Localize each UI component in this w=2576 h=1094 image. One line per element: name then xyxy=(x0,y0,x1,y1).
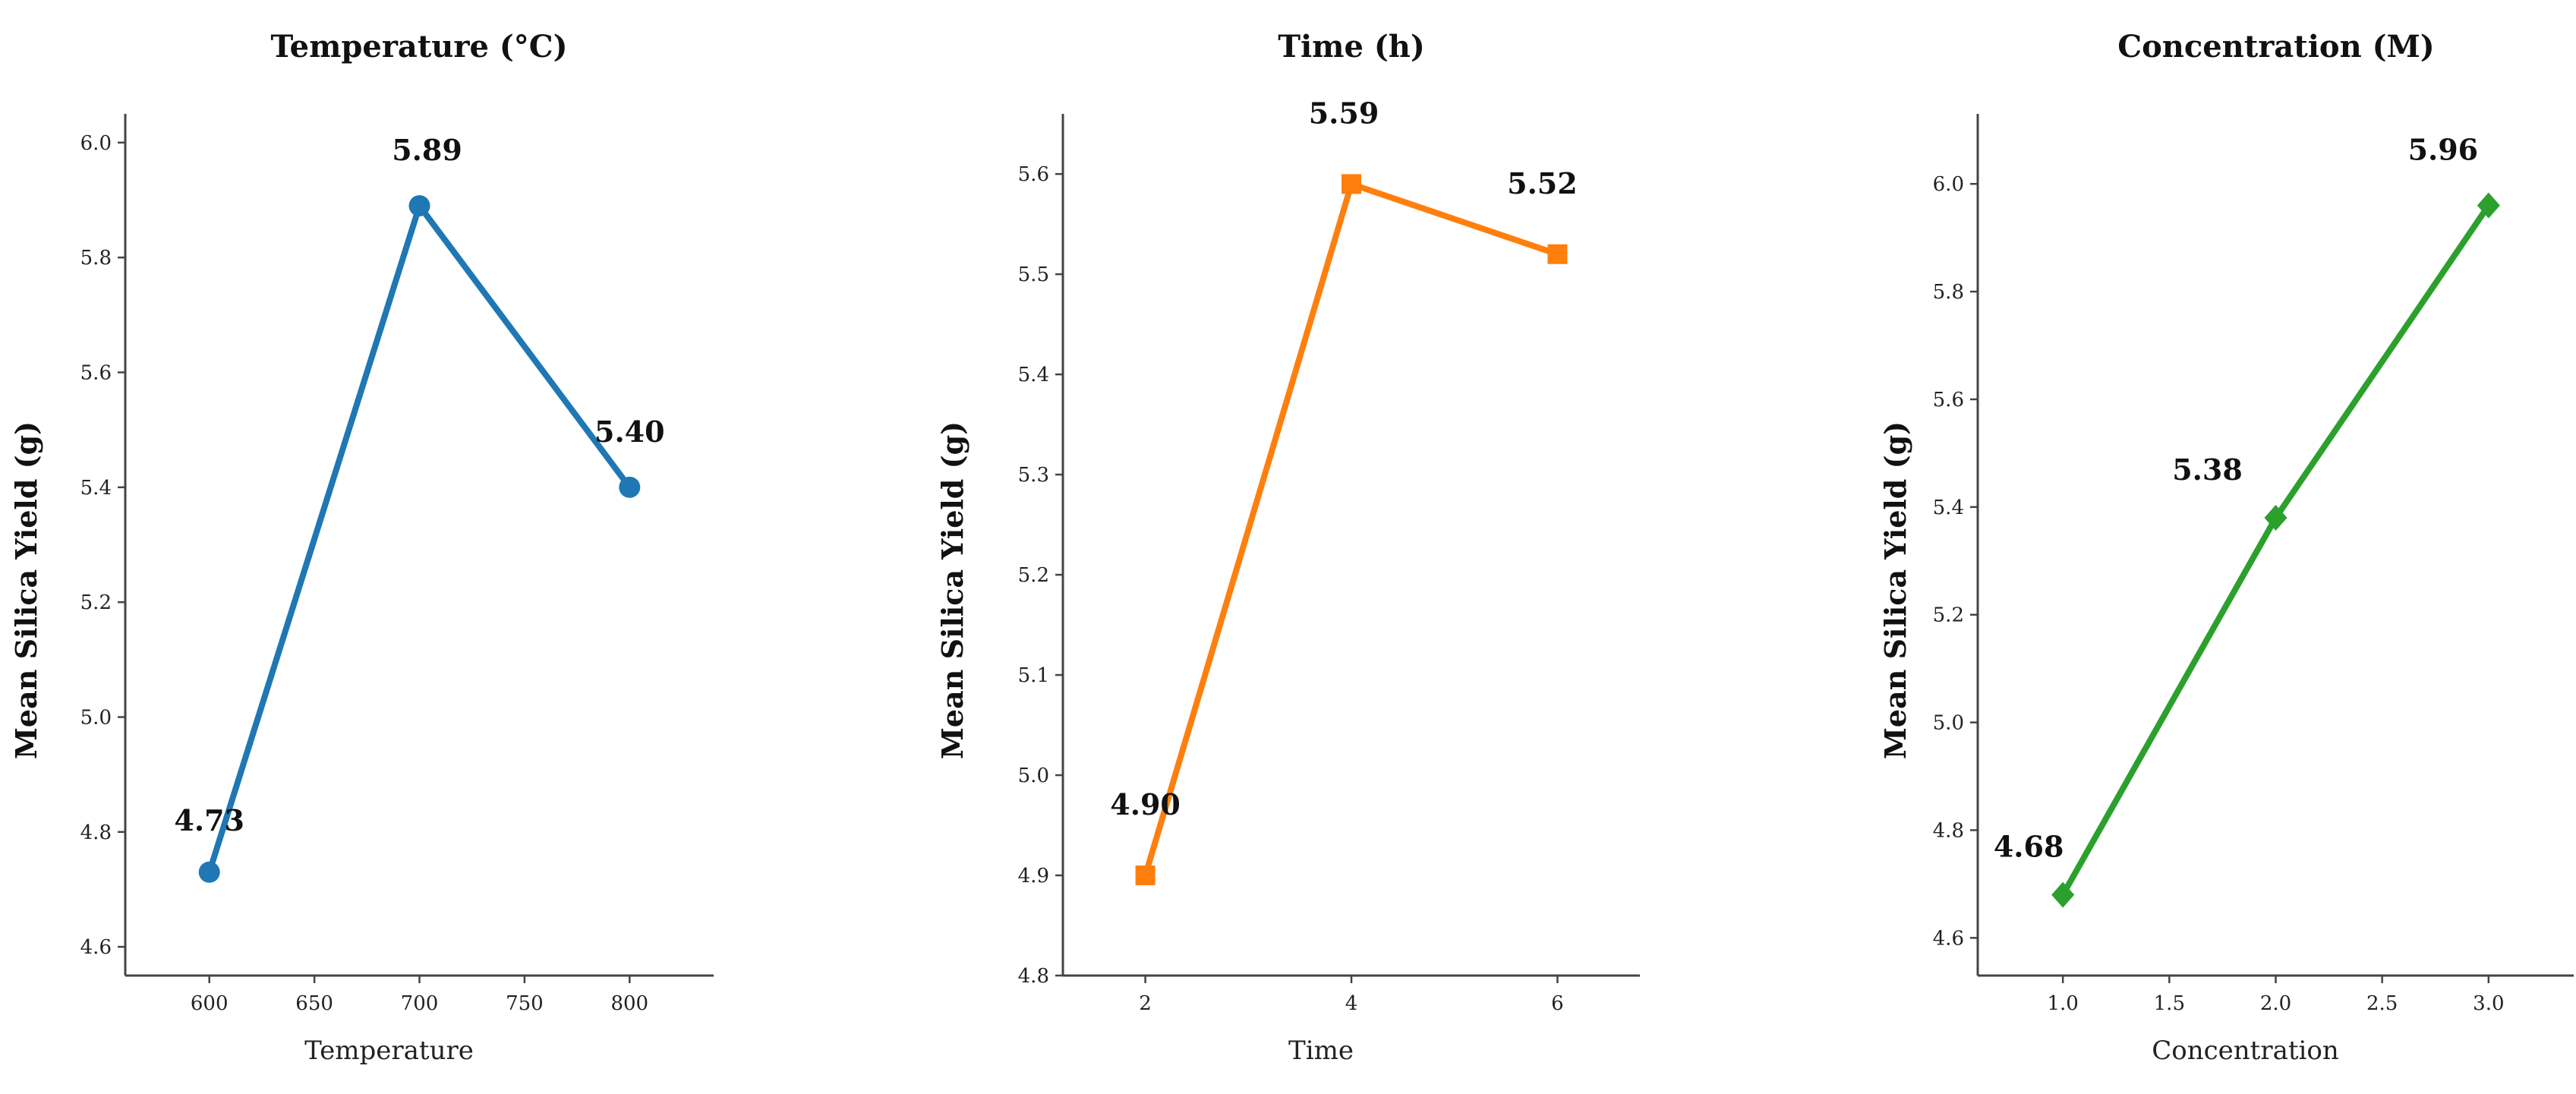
x-tick-label: 700 xyxy=(401,992,439,1015)
panel-title: Concentration (M) xyxy=(2117,29,2434,65)
x-tick-label: 650 xyxy=(295,992,333,1015)
x-axis-label: Time xyxy=(1288,1036,1354,1066)
series-line xyxy=(2063,206,2489,895)
y-tick-label: 5.4 xyxy=(1018,364,1049,386)
panel-title: Time (h) xyxy=(1278,29,1425,65)
x-tick-label: 1.0 xyxy=(2047,992,2078,1015)
y-tick-label: 4.6 xyxy=(1933,927,1964,950)
y-tick-label: 5.8 xyxy=(80,247,112,270)
data-point xyxy=(409,195,430,216)
x-tick-label: 1.5 xyxy=(2154,992,2185,1015)
y-axis-label: Mean Silica Yield (g) xyxy=(935,421,970,759)
x-tick-label: 600 xyxy=(191,992,229,1015)
y-tick-label: 5.6 xyxy=(1018,163,1049,186)
y-tick-label: 4.6 xyxy=(80,936,112,959)
panel-1: Temperature (°C) 4.6 4.8 5.0 5.2 5.4 5.6 5.8 6.0… xyxy=(9,29,714,1066)
x-tick-label: 6 xyxy=(1551,992,1564,1015)
data-point xyxy=(1136,865,1156,885)
panel-2: Time (h) 4.8 4.9 5.0 5.1 5.2 5.3 5.4 5.5 5.6 2 4 6 Ti… xyxy=(935,29,1640,1066)
x-tick-label: 800 xyxy=(610,992,648,1015)
y-tick-label: 5.0 xyxy=(1018,765,1049,787)
y-tick-label: 5.5 xyxy=(1018,263,1049,286)
series-line xyxy=(1146,184,1558,875)
x-tick-label: 4 xyxy=(1345,992,1358,1015)
y-tick-label: 6.0 xyxy=(1933,173,1964,196)
y-axis-label: Mean Silica Yield (g) xyxy=(1878,421,1912,759)
series-line xyxy=(210,206,630,872)
y-tick-label: 4.8 xyxy=(80,821,112,844)
y-tick-label: 5.6 xyxy=(1933,389,1964,411)
y-tick-label: 5.1 xyxy=(1018,664,1049,687)
y-tick-label: 4.8 xyxy=(1933,819,1964,842)
x-axis-label: Temperature xyxy=(304,1036,474,1066)
y-tick-label: 5.2 xyxy=(1933,604,1964,627)
data-point xyxy=(199,862,220,883)
data-label: 5.89 xyxy=(392,133,462,167)
y-tick-label: 5.3 xyxy=(1018,464,1049,487)
y-tick-label: 6.0 xyxy=(80,132,112,155)
x-axis-label: Concentration xyxy=(2152,1036,2339,1066)
data-label: 5.96 xyxy=(2408,133,2479,167)
data-label: 4.73 xyxy=(174,803,244,837)
y-tick-label: 5.4 xyxy=(1933,497,1964,519)
y-tick-label: 5.0 xyxy=(80,707,112,730)
x-tick-label: 3.0 xyxy=(2473,992,2504,1015)
data-label: 5.38 xyxy=(2172,452,2243,487)
data-label: 5.59 xyxy=(1309,96,1379,130)
data-label: 5.52 xyxy=(1507,166,1578,200)
x-tick-label: 2.5 xyxy=(2366,992,2398,1015)
y-tick-label: 5.0 xyxy=(1933,712,1964,735)
y-tick-label: 4.8 xyxy=(1018,965,1049,988)
data-label: 4.90 xyxy=(1110,787,1181,821)
y-tick-label: 5.6 xyxy=(80,362,112,385)
panel-3: Concentration (M) 4.6 4.8 5.0 5.2 5.4 5.6 5.8 6.… xyxy=(1878,29,2574,1066)
x-tick-label: 2.0 xyxy=(2260,992,2291,1015)
y-tick-label: 5.8 xyxy=(1933,281,1964,304)
panel-title: Temperature (°C) xyxy=(270,29,567,65)
data-point xyxy=(619,477,640,498)
data-label: 5.40 xyxy=(594,415,665,449)
y-tick-label: 4.9 xyxy=(1018,865,1049,887)
data-label: 4.68 xyxy=(1994,830,2064,864)
data-point xyxy=(1547,244,1567,264)
x-tick-label: 2 xyxy=(1139,992,1152,1015)
y-tick-label: 5.4 xyxy=(80,477,112,500)
y-tick-label: 5.2 xyxy=(80,591,112,614)
y-axis-label: Mean Silica Yield (g) xyxy=(9,421,43,759)
x-tick-label: 750 xyxy=(506,992,544,1015)
y-tick-label: 5.2 xyxy=(1018,564,1049,587)
data-point xyxy=(1342,174,1361,194)
